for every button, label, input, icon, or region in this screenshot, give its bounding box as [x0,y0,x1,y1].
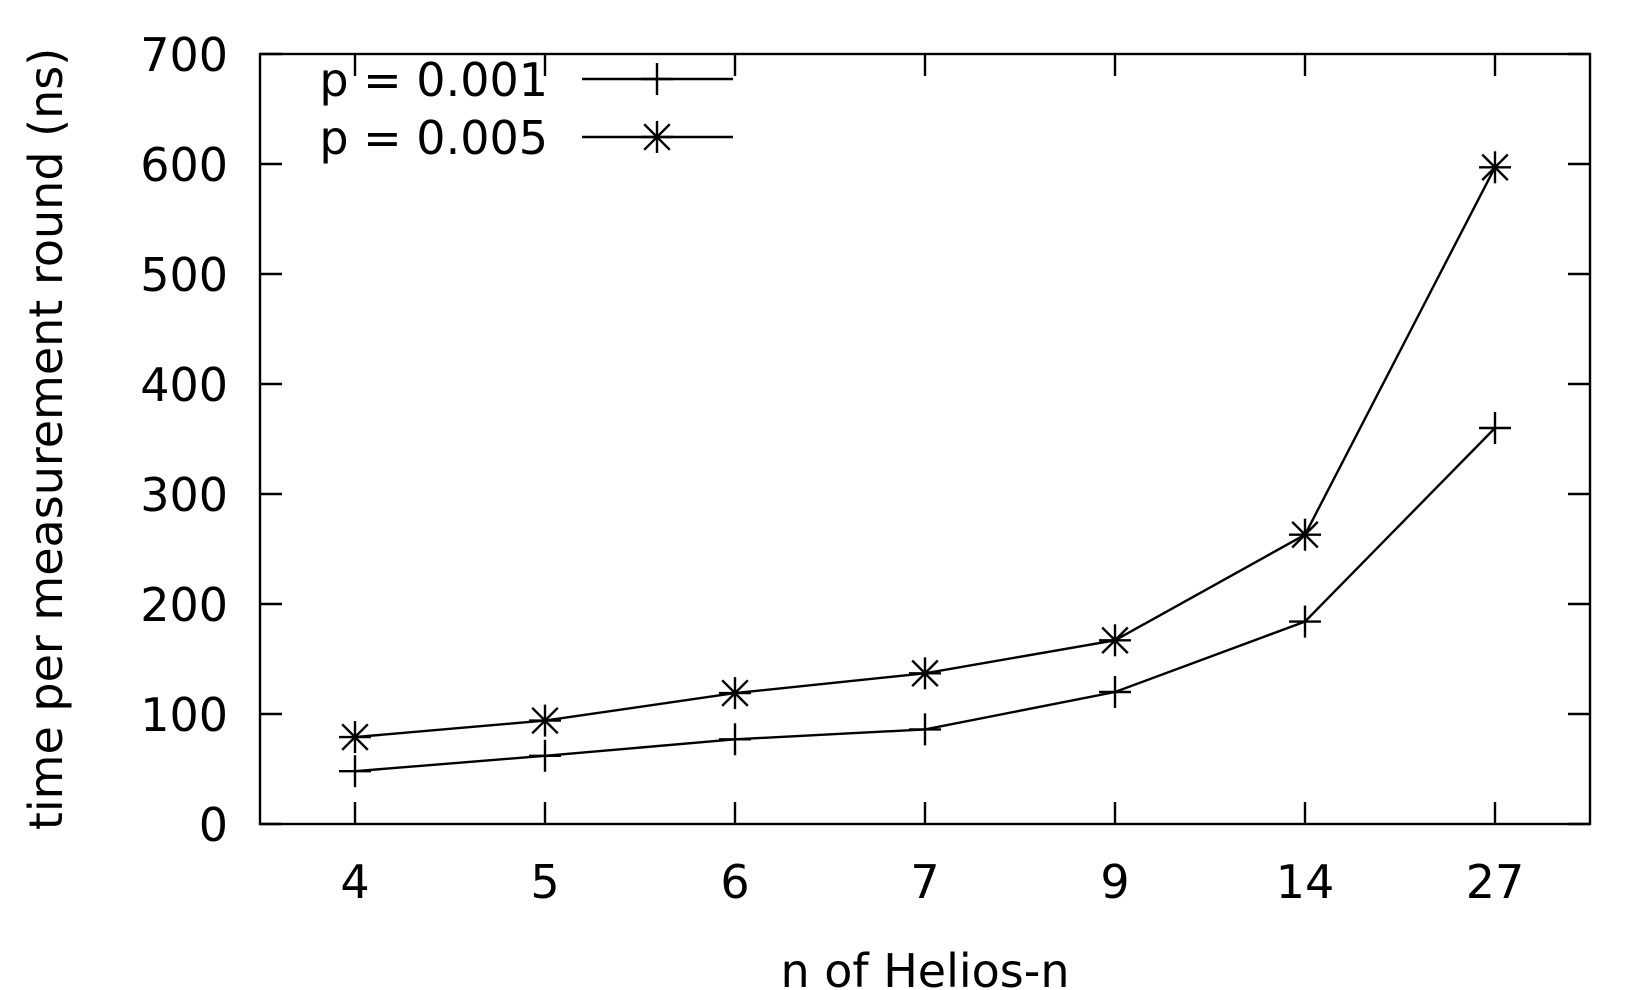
data-point-asterisk [339,721,371,754]
data-point-asterisk [1289,518,1321,551]
x-tick-label: 7 [910,855,939,909]
y-tick-label: 600 [140,138,228,192]
y-tick-label: 500 [140,248,228,302]
data-point-plus [529,739,561,772]
x-tick-label: 14 [1276,855,1335,909]
y-tick-label: 400 [140,358,228,412]
series-2 [339,151,1511,754]
data-point-plus [1289,605,1321,638]
y-tick-label: 300 [140,468,228,522]
data-point-asterisk [1099,624,1131,657]
data-point-plus [1099,676,1131,708]
series-line [354,166,1497,739]
data-point-asterisk [719,677,751,710]
y-tick-label: 0 [199,798,228,852]
data-point-asterisk [909,657,941,690]
x-tick-label: 4 [340,855,369,909]
legend-marker [641,121,673,153]
x-axis-label: n of Helios-n [780,944,1069,990]
data-point-plus [339,755,371,788]
legend-marker [641,63,673,95]
data-point-asterisk [1479,151,1511,184]
x-tick-label: 27 [1466,855,1525,909]
legend-label: p = 0.001 [319,53,548,107]
series-layer [339,151,1511,788]
y-axis: 0 100 200 300 400 500 600 700 [140,28,1590,852]
data-point-plus [1479,412,1511,444]
x-tick-label: 5 [530,855,559,909]
y-axis-label: time per measurement round (ns) [19,48,73,830]
y-tick-label: 200 [140,578,228,632]
x-tick-label: 9 [1100,855,1129,909]
y-tick-label: 100 [140,688,228,742]
x-axis: 4 5 6 7 9 14 27 [340,54,1524,909]
legend-label: p = 0.005 [319,111,548,165]
data-point-plus [719,723,751,756]
plot-frame [258,52,1592,826]
y-tick-label: 700 [140,28,228,82]
data-point-plus [909,713,941,746]
data-point-asterisk [529,704,561,737]
series-1 [339,412,1511,788]
x-tick-label: 6 [720,855,749,909]
